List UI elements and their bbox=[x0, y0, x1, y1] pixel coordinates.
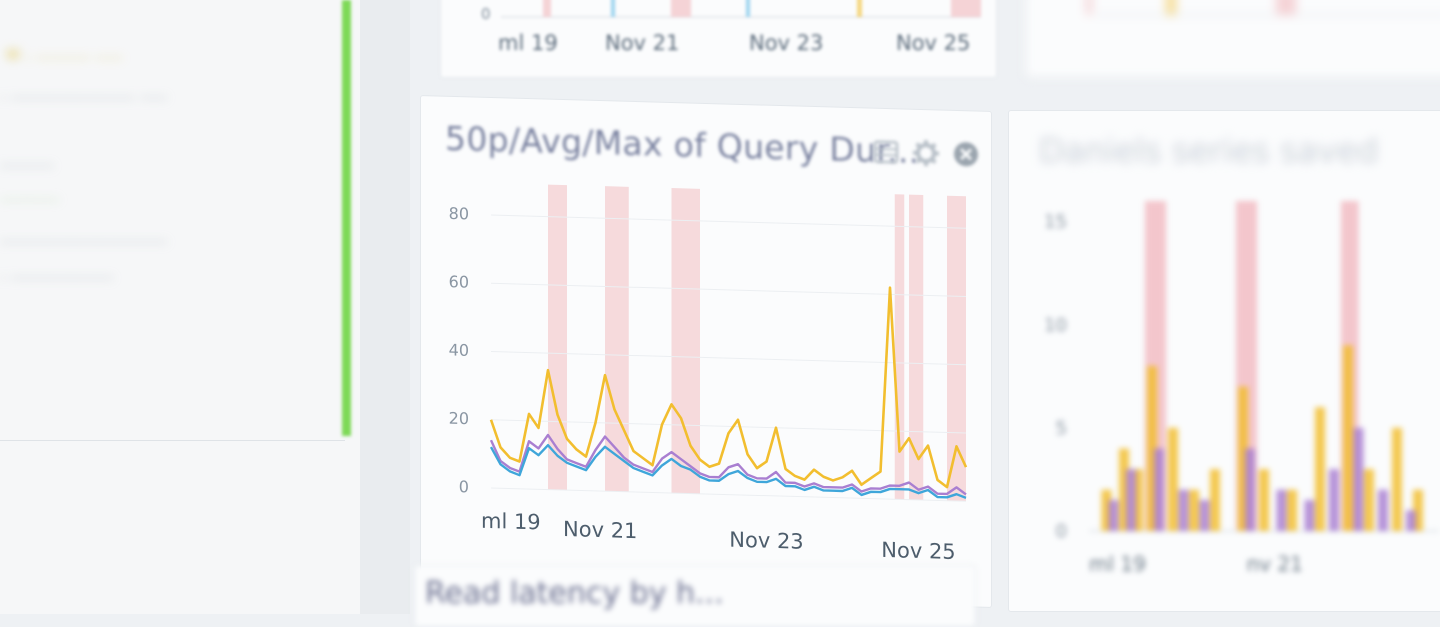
bar-series-a bbox=[1392, 428, 1402, 531]
bar-series-a bbox=[1189, 490, 1199, 531]
bar-series-a bbox=[1315, 407, 1325, 531]
highlight-band bbox=[947, 196, 966, 502]
top-chart-panel: 0 ml 19 Nov 21 Nov 23 Nov 25 bbox=[440, 0, 997, 78]
top-chart-band bbox=[543, 0, 551, 17]
log-line: ............................... bbox=[0, 228, 168, 248]
y-tick-label: 5 bbox=[1056, 418, 1067, 439]
log-line: ........... bbox=[0, 186, 59, 206]
log-line: .......... bbox=[0, 152, 54, 172]
x-tick-label: Nov 25 bbox=[881, 538, 955, 564]
close-icon[interactable] bbox=[951, 139, 981, 170]
x-tick-label: ml 19 bbox=[1089, 552, 1146, 576]
log-line: . ....................... ..... bbox=[0, 84, 168, 104]
bar-series-b bbox=[1179, 490, 1189, 531]
top-right-chart-plot bbox=[1026, 0, 1440, 31]
series-saved-chart: 0 5 10 15 ml 19 nv 21 bbox=[1009, 181, 1440, 611]
bar-series-b bbox=[1305, 500, 1315, 531]
x-tick: Nov 23 bbox=[749, 31, 823, 55]
x-tick-label: Nov 21 bbox=[563, 517, 637, 543]
gear-icon[interactable] bbox=[911, 138, 941, 169]
bar-series-a bbox=[1168, 428, 1178, 531]
bar-series-a bbox=[1210, 469, 1220, 531]
status-bar bbox=[342, 0, 351, 436]
x-tick-label: ml 19 bbox=[481, 509, 541, 535]
bar-series-b bbox=[1245, 449, 1255, 532]
y-tick: 0 bbox=[481, 5, 491, 23]
top-right-band bbox=[1166, 0, 1176, 15]
top-chart-band bbox=[611, 0, 615, 17]
x-tick: ml 19 bbox=[498, 31, 558, 55]
log-pane: w . .......... ..... . .................… bbox=[0, 0, 360, 614]
x-tick: Nov 21 bbox=[605, 31, 679, 55]
y-tick-label: 80 bbox=[449, 204, 469, 224]
bar-series-a bbox=[1287, 490, 1297, 531]
y-tick-label: 60 bbox=[449, 272, 469, 292]
bar-series-b bbox=[1354, 428, 1364, 531]
top-chart-band bbox=[746, 0, 750, 17]
y-tick-label: 10 bbox=[1044, 315, 1067, 336]
y-tick-label: 40 bbox=[449, 340, 469, 360]
bar-series-b bbox=[1154, 449, 1164, 532]
top-chart-band bbox=[671, 0, 691, 17]
bar-series-a bbox=[1343, 345, 1353, 531]
x-tick: Nov 25 bbox=[896, 31, 970, 55]
y-tick-label: 20 bbox=[449, 409, 469, 429]
bar-series-b bbox=[1109, 500, 1119, 531]
highlight-band bbox=[672, 188, 701, 494]
bar-series-b bbox=[1126, 469, 1136, 531]
divider bbox=[0, 440, 345, 441]
bar-series-b bbox=[1406, 510, 1416, 531]
top-right-band bbox=[1086, 0, 1092, 15]
panel-title: Read latency by h... bbox=[425, 576, 724, 611]
top-right-chart-panel bbox=[1025, 0, 1440, 78]
read-latency-panel: Read latency by h... bbox=[414, 565, 976, 627]
y-tick-label: 15 bbox=[1044, 212, 1067, 233]
y-tick-label: 0 bbox=[459, 477, 469, 496]
x-tick-label: nv 21 bbox=[1247, 552, 1303, 576]
query-duration-panel: 50p/Avg/Max of Query Dur... 0 20 40 60 80 ml … bbox=[420, 95, 992, 608]
gutter bbox=[360, 0, 410, 614]
log-line: . ................... bbox=[0, 264, 113, 284]
y-tick-label: 0 bbox=[1056, 521, 1067, 542]
log-line: w . .......... ..... bbox=[6, 44, 123, 64]
bar-series-a bbox=[1259, 469, 1269, 531]
bar-series-b bbox=[1329, 469, 1339, 531]
x-tick-label: Nov 23 bbox=[729, 528, 803, 554]
query-duration-chart: 0 20 40 60 80 ml 19 Nov 21 Nov 23 Nov 25 bbox=[421, 176, 991, 607]
highlight-band bbox=[605, 186, 629, 492]
bar-series-a bbox=[1364, 469, 1374, 531]
panel-title: Daniels series saved bbox=[1039, 131, 1378, 170]
highlight-band bbox=[895, 194, 905, 499]
highlight-band bbox=[548, 185, 567, 491]
top-right-band bbox=[1276, 0, 1296, 15]
top-chart-band bbox=[857, 0, 862, 17]
top-chart-band bbox=[951, 0, 981, 17]
series-saved-panel: Daniels series saved 0 5 10 15 ml 19 nv 21 bbox=[1008, 110, 1440, 612]
panel-actions bbox=[871, 137, 981, 170]
bar-series-b bbox=[1378, 490, 1388, 531]
list-icon[interactable] bbox=[871, 137, 901, 168]
bar-series-b bbox=[1200, 500, 1210, 531]
panel-title: 50p/Avg/Max of Query Dur... bbox=[445, 119, 920, 171]
bar-series-b bbox=[1277, 490, 1287, 531]
